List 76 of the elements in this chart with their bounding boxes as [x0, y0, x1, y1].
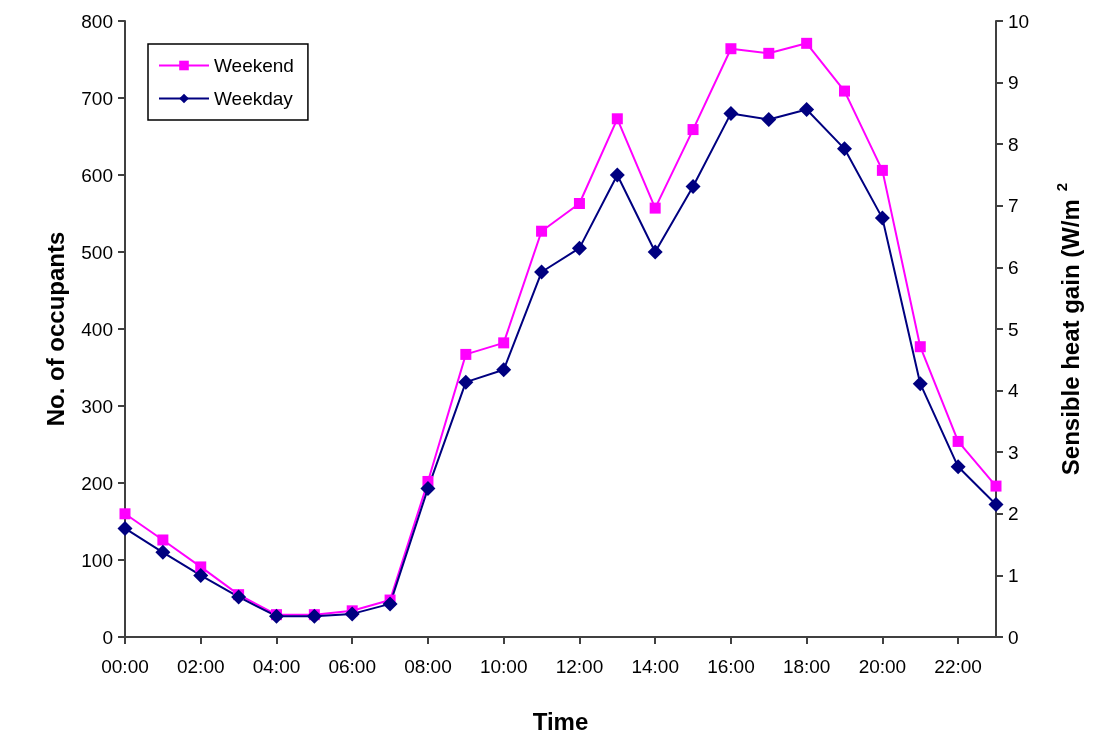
point	[193, 567, 209, 583]
x-axis-title: Time	[532, 707, 589, 735]
y-axis-title: No. of occupants	[41, 231, 69, 427]
y2-tick-label: 0	[1008, 626, 1019, 648]
point	[460, 348, 472, 360]
x-tick-label: 06:00	[328, 656, 376, 677]
x-tick-label: 02:00	[176, 656, 225, 677]
y2-tick-label: 4	[1008, 380, 1019, 402]
y2-tick-label: 8	[1008, 133, 1019, 155]
x-tick-label: 12:00	[555, 656, 604, 677]
point	[723, 105, 739, 121]
point	[382, 596, 398, 612]
point	[801, 37, 813, 49]
point	[990, 480, 1002, 492]
y-tick-label: 200	[81, 472, 113, 494]
point	[874, 210, 890, 226]
y2-tick-label: 1	[1008, 564, 1019, 586]
y-tick-label: 400	[81, 318, 113, 340]
point	[573, 197, 585, 209]
y2-tick-label: 5	[1008, 318, 1019, 340]
point	[536, 225, 548, 237]
point	[157, 534, 169, 546]
x-tick-label: 00:00	[101, 656, 149, 677]
point	[496, 362, 512, 378]
point	[837, 141, 853, 157]
point	[344, 606, 360, 622]
x-tick-label: 04:00	[252, 656, 301, 677]
point	[458, 374, 474, 390]
x-tick-label: 20:00	[858, 656, 907, 677]
point	[799, 102, 815, 118]
x-tick-label: 08:00	[404, 656, 452, 677]
point	[231, 589, 247, 605]
y-tick-label: 0	[102, 626, 113, 648]
y-tick-label: 300	[81, 395, 113, 417]
x-tick-label: 22:00	[934, 656, 982, 677]
point	[839, 85, 851, 97]
legend-label: Weekend	[214, 55, 294, 76]
x-tick-label: 10:00	[479, 656, 528, 677]
point	[647, 244, 663, 260]
x-tick-label: 18:00	[782, 656, 831, 677]
point	[420, 480, 436, 496]
y2-axis-title: Sensible heat gain (W/m2	[1053, 182, 1084, 476]
point	[952, 435, 964, 447]
point	[119, 508, 131, 520]
point	[876, 164, 888, 176]
point	[649, 202, 661, 214]
point	[117, 520, 133, 536]
point	[988, 497, 1004, 513]
y2-tick-label: 10	[1008, 10, 1030, 32]
point	[914, 341, 926, 353]
x-tick-label: 14:00	[631, 656, 679, 677]
point	[571, 240, 587, 256]
y2-tick-label: 9	[1008, 72, 1019, 94]
point	[761, 112, 777, 128]
x-tick-label: 16:00	[707, 656, 755, 677]
y2-tick-label: 2	[1008, 503, 1019, 525]
point	[611, 113, 623, 125]
y2-tick-label: 3	[1008, 441, 1019, 463]
point	[685, 179, 701, 195]
point	[687, 124, 699, 136]
y-tick-label: 500	[81, 241, 113, 263]
y2-tick-label: 6	[1008, 256, 1019, 278]
point	[763, 47, 775, 59]
point	[725, 43, 737, 55]
y2-tick-label: 7	[1008, 195, 1019, 217]
legend-label: Weekday	[214, 88, 294, 109]
y-tick-label: 700	[81, 87, 113, 109]
y-tick-label: 100	[81, 549, 113, 571]
y-tick-label: 800	[81, 10, 113, 32]
point	[498, 337, 510, 349]
point	[950, 459, 966, 475]
y-tick-label: 600	[81, 164, 113, 186]
point	[534, 264, 550, 280]
point	[912, 376, 928, 392]
point	[609, 167, 625, 183]
point	[155, 544, 171, 560]
